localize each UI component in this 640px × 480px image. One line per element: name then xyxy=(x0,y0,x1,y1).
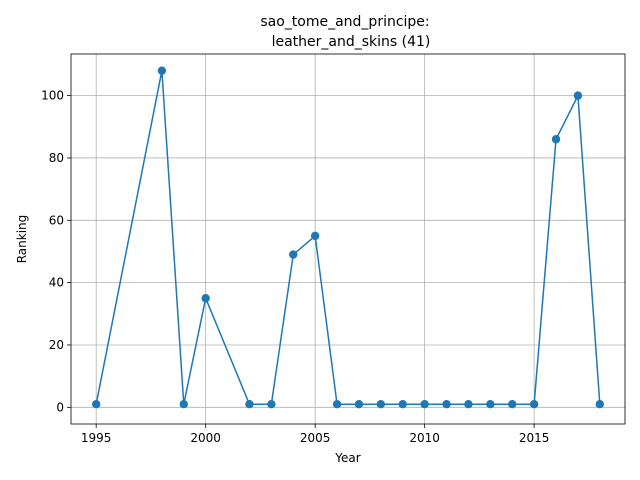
data-point xyxy=(573,91,583,100)
y-tick-label: 100 xyxy=(41,89,64,103)
x-tick-label: 2015 xyxy=(519,431,550,445)
data-point xyxy=(420,400,429,409)
data-point xyxy=(376,400,386,409)
data-point xyxy=(551,135,561,144)
data-point xyxy=(508,400,517,409)
y-tick-label: 20 xyxy=(49,338,64,352)
data-point xyxy=(442,400,451,409)
data-point xyxy=(91,400,101,409)
y-axis-label: Ranking xyxy=(15,215,29,264)
y-tick-label: 60 xyxy=(49,213,64,227)
x-tick-label: 2010 xyxy=(409,431,440,445)
x-tick-label: 1995 xyxy=(81,431,112,445)
x-axis-label: Year xyxy=(334,451,360,465)
plot-frame xyxy=(70,53,626,425)
data-point xyxy=(289,250,298,259)
data-point xyxy=(595,400,605,409)
chart-title-line2: leather_and_skins (41) xyxy=(272,34,431,50)
y-tick-label: 40 xyxy=(49,276,64,290)
data-point xyxy=(245,400,254,409)
data-point xyxy=(398,400,407,409)
data-point xyxy=(310,231,320,241)
data-point xyxy=(486,400,495,409)
data-point xyxy=(529,400,539,409)
data-point xyxy=(354,400,364,409)
data-point xyxy=(201,294,210,303)
data-point xyxy=(157,66,167,75)
y-tick-label: 80 xyxy=(49,151,64,165)
data-point xyxy=(332,400,342,409)
data-point xyxy=(179,400,188,409)
y-tick-label: 0 xyxy=(56,400,64,414)
x-tick-label: 2005 xyxy=(300,431,331,445)
chart-title-line1: sao_tome_and_principe: xyxy=(260,14,429,30)
data-point xyxy=(464,400,473,409)
data-point xyxy=(267,400,276,409)
tick-layer: 1995 2000 2005 2010 2015 0 20 40 60 80 100 xyxy=(41,89,549,445)
x-tick-label: 2000 xyxy=(190,431,221,445)
series-layer xyxy=(91,66,605,409)
